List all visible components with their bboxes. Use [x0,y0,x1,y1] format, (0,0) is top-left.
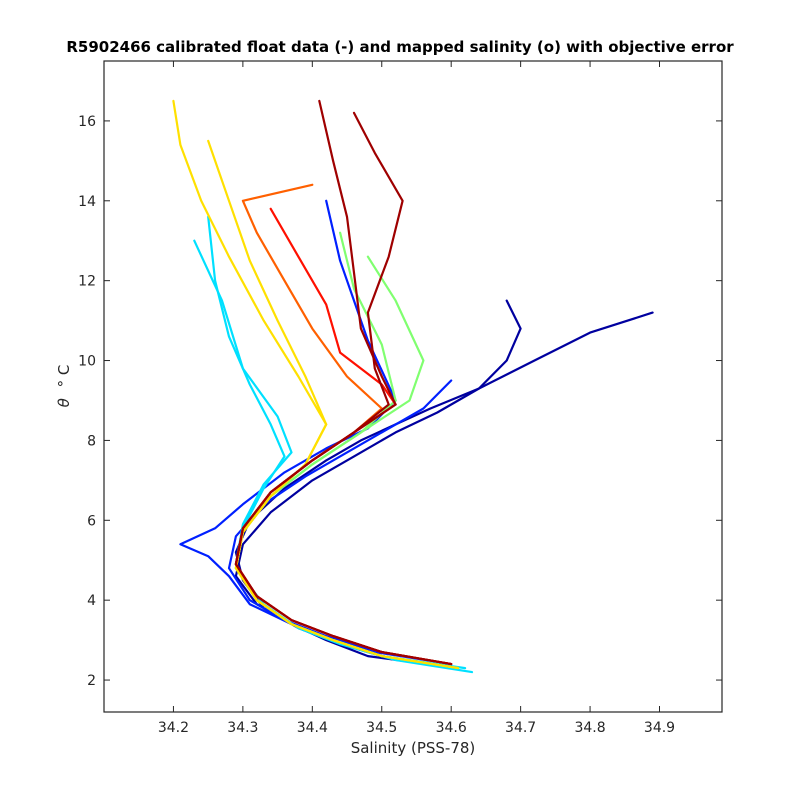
y-axis: 2 4 6 8 10 12 14 16 [78,114,722,689]
x-tick-label: 34.6 [436,720,467,736]
chart-title: R5902466 calibrated float data (-) and m… [66,38,734,56]
y-tick-label: 8 [87,433,96,449]
y-axis-label-symbol: θ [55,398,73,407]
series-line-13 [234,111,453,666]
y-tick-label: 14 [78,194,96,210]
y-tick-label: 4 [87,593,96,609]
x-axis: 34.2 34.3 34.4 34.5 34.6 34.7 34.8 34.9 [158,61,675,736]
x-tick-label: 34.2 [158,720,189,736]
y-axis-label-unit: ° C [55,365,73,388]
x-tick-label: 34.8 [574,720,605,736]
x-tick-label: 34.4 [297,720,328,736]
x-tick-label: 34.3 [227,720,258,736]
series-line-4 [207,215,474,674]
series-layer [172,99,654,674]
x-axis-label: Salinity (PSS-78) [351,739,476,757]
x-tick-label: 34.7 [505,720,536,736]
x-tick-label: 34.5 [366,720,397,736]
y-tick-label: 10 [78,354,96,370]
y-tick-label: 12 [78,274,96,290]
y-tick-label: 16 [78,114,96,130]
y-tick-label: 6 [87,513,96,529]
x-tick-label: 34.9 [644,720,675,736]
plot-frame [103,60,723,713]
y-axis-label: θ ° C [55,365,73,408]
series-line-9 [207,139,460,670]
y-axis-label-group: θ ° C [55,365,73,408]
plot-background [104,61,722,712]
y-tick-label: 2 [87,673,96,689]
series-line-3 [227,379,453,666]
